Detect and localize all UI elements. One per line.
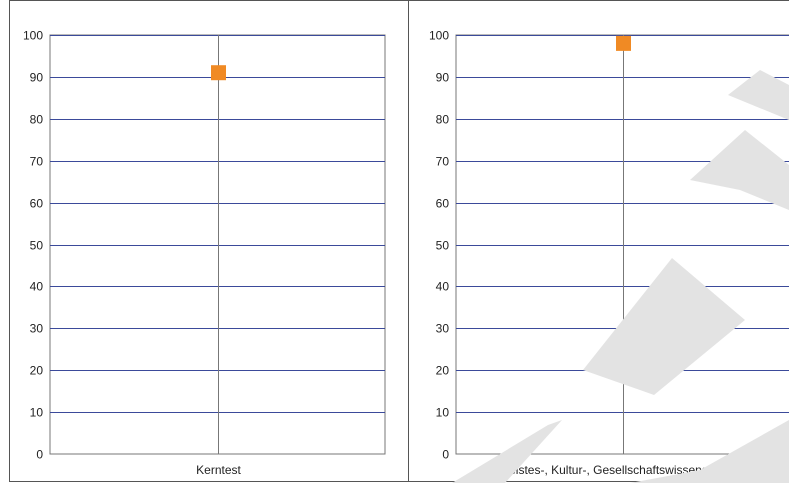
y-tick-label: 90 <box>30 71 44 85</box>
chart-panel-geisteswissenschaften: 0 10 20 30 40 50 60 70 80 90 100 Geistes-, Kultur-,… <box>408 0 789 482</box>
x-category-label: Kerntest <box>196 463 241 477</box>
y-tick-label: 10 <box>436 406 450 420</box>
plot-frame <box>49 34 386 455</box>
y-tick-label: 60 <box>436 197 450 211</box>
data-point <box>211 65 226 81</box>
y-tick-label: 100 <box>23 29 43 43</box>
y-tick-label: 80 <box>30 113 44 127</box>
y-tick-label: 90 <box>436 71 450 85</box>
y-tick-label: 100 <box>429 29 449 43</box>
y-tick-label: 20 <box>30 364 44 378</box>
y-tick-label: 30 <box>30 322 44 336</box>
data-point <box>616 35 631 51</box>
y-tick-label: 60 <box>30 197 44 211</box>
y-tick-label: 40 <box>30 280 44 294</box>
y-tick-label: 70 <box>436 155 450 169</box>
chart-geisteswissenschaften: 0 10 20 30 40 50 60 70 80 90 100 Geistes-, Kultur-,… <box>429 29 789 477</box>
y-tick-label: 80 <box>436 113 450 127</box>
chart-panel-kerntest: 0 10 20 30 40 50 60 70 80 90 100 Kerntest <box>9 0 409 482</box>
plot-frame <box>455 34 789 455</box>
y-tick-label: 0 <box>442 448 449 462</box>
y-tick-label: 50 <box>436 239 450 253</box>
y-tick-label: 0 <box>36 448 43 462</box>
x-category-label: Geistes-, Kultur-, Gesellschaftswissensc… <box>500 463 747 477</box>
y-tick-label: 40 <box>436 280 450 294</box>
chart-kerntest: 0 10 20 30 40 50 60 70 80 90 100 Kerntest <box>23 29 386 477</box>
y-tick-label: 30 <box>436 322 450 336</box>
y-tick-label: 50 <box>30 239 44 253</box>
y-tick-label: 10 <box>30 406 44 420</box>
y-tick-label: 20 <box>436 364 450 378</box>
y-tick-label: 70 <box>30 155 44 169</box>
